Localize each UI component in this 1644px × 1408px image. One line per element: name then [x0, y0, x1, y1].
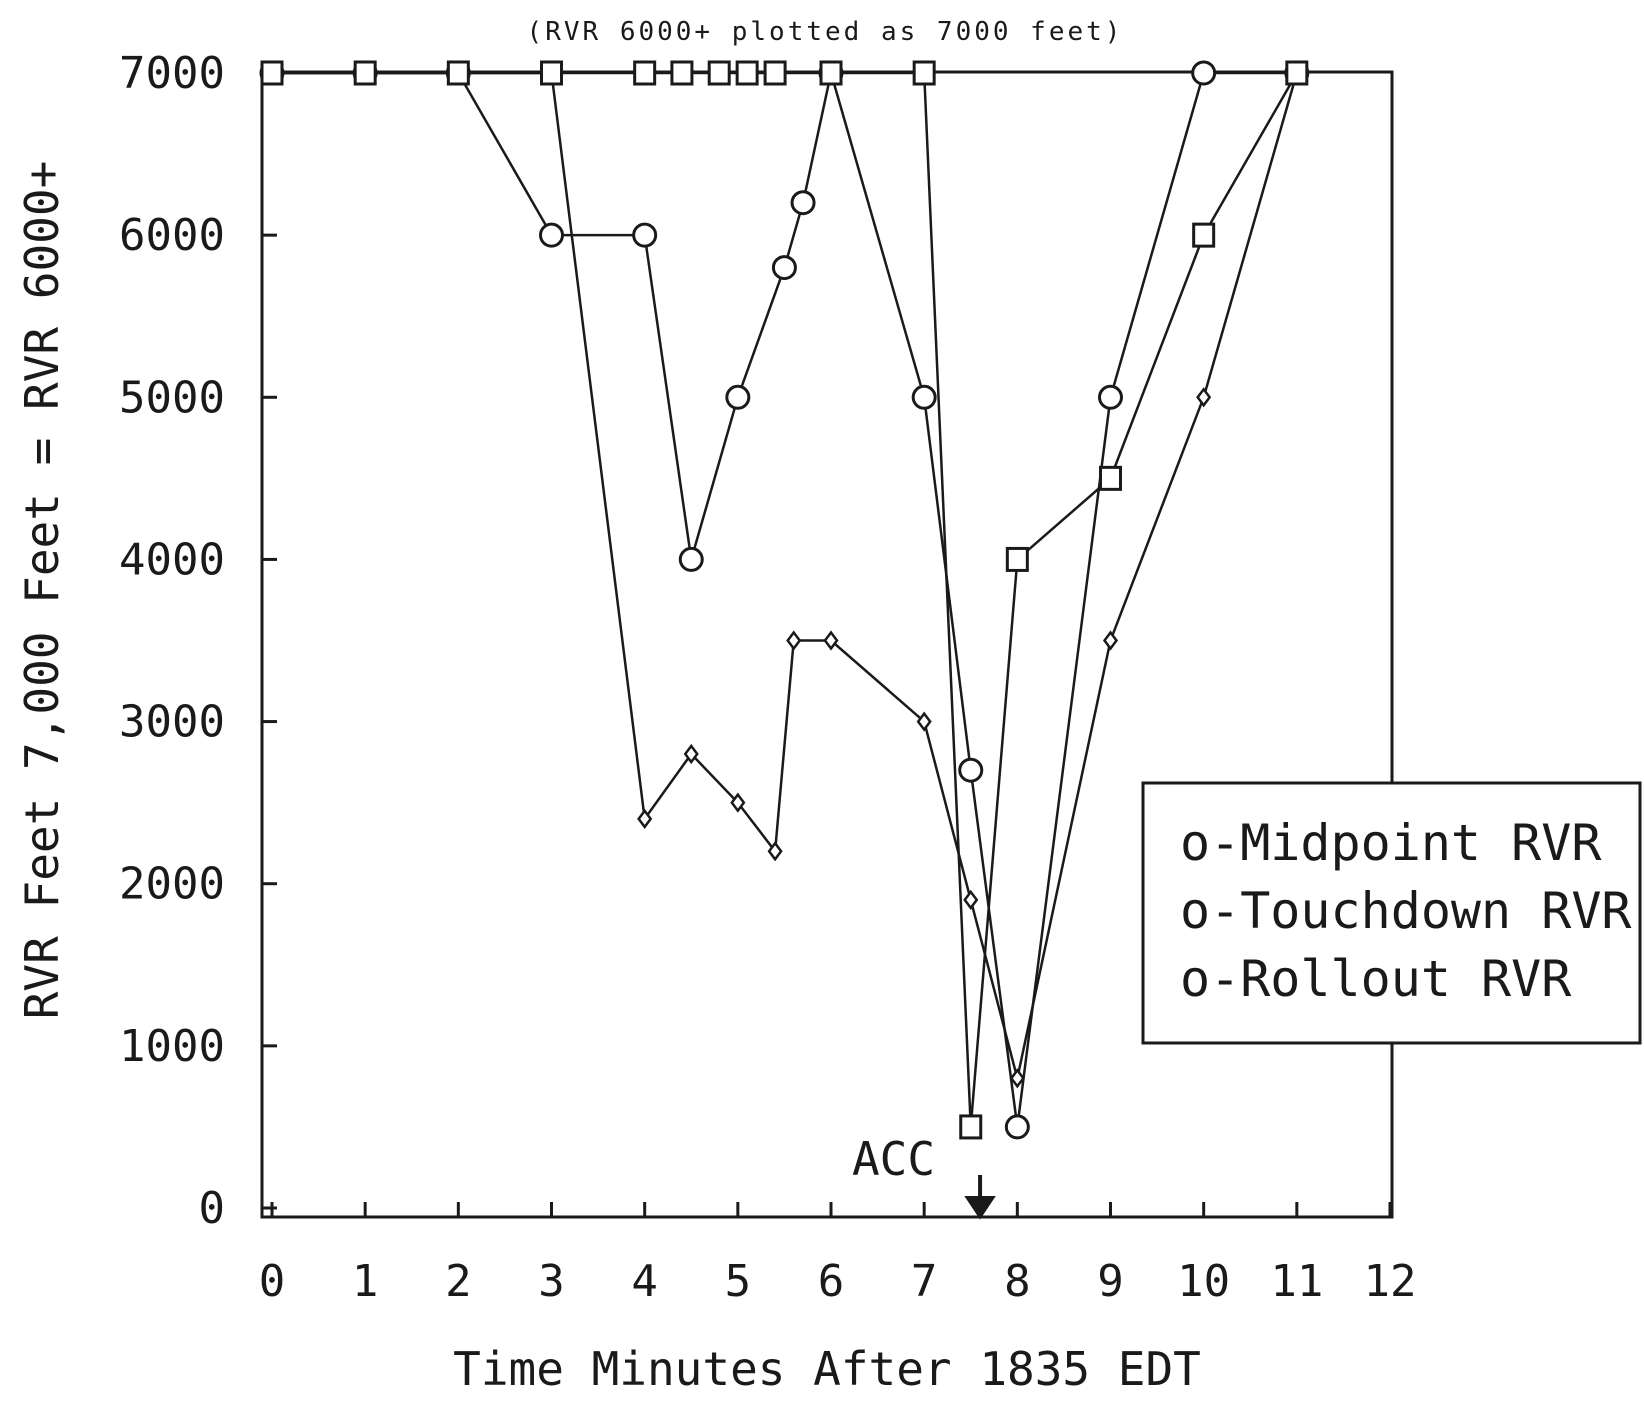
data-point-circle [790, 190, 816, 216]
data-point-square [819, 60, 843, 86]
series-line-circle [272, 71, 1297, 1128]
x-tick-label: 12 [1364, 1256, 1417, 1307]
series-layer [259, 60, 1310, 1140]
acc-label: ACC [852, 1132, 935, 1186]
series-line-square [272, 71, 1298, 1128]
data-point-diamond [637, 808, 653, 829]
y-tick-label: 3000 [119, 697, 225, 748]
data-point-square [260, 60, 284, 86]
data-point-square [633, 60, 657, 86]
x-tick-label: 3 [538, 1256, 565, 1307]
x-tick-label: 4 [631, 1256, 658, 1307]
y-tick-label: 1000 [119, 1021, 225, 1072]
data-point-diamond [730, 792, 746, 813]
legend-item-touchdown: o-Touchdown RVR [1180, 882, 1632, 940]
y-tick-label: 0 [199, 1183, 226, 1234]
x-tick-label: 9 [1097, 1256, 1124, 1307]
data-point-diamond [683, 743, 699, 765]
data-point-square [1285, 60, 1309, 86]
y-tick-label: 5000 [119, 372, 225, 423]
data-point-diamond [767, 841, 783, 862]
data-point-circle [725, 384, 751, 410]
data-point-circle [1004, 1114, 1030, 1140]
x-tick-label: 5 [725, 1256, 752, 1307]
data-point-circle [539, 222, 564, 248]
data-point-square [1192, 222, 1216, 248]
x-tick-label: 1 [352, 1256, 379, 1307]
data-point-circle [632, 222, 658, 248]
data-point-circle [958, 757, 984, 783]
data-point-diamond [916, 711, 932, 732]
y-axis-ticks: 0 1000 2000 3000 4000 5000 6000 7000 [119, 48, 277, 1234]
data-point-circle [678, 546, 704, 572]
x-axis-ticks: 0 1 2 3 4 5 6 7 8 9 10 11 12 [259, 1202, 1417, 1307]
acc-arrow-icon [964, 1175, 996, 1220]
y-tick-label: 4000 [119, 534, 225, 585]
x-tick-label: 0 [259, 1256, 286, 1307]
data-point-square [912, 60, 936, 86]
x-tick-label: 11 [1270, 1256, 1323, 1307]
legend-item-rollout: o-Rollout RVR [1180, 950, 1572, 1008]
data-point-square [707, 60, 731, 86]
data-point-square [670, 60, 694, 86]
x-tick-label: 10 [1177, 1256, 1230, 1307]
data-point-circle [1191, 60, 1217, 86]
data-point-square [763, 60, 787, 86]
data-point-square [735, 60, 759, 86]
data-point-circle [911, 384, 937, 410]
legend: o-Midpoint RVR o-Touchdown RVR o-Rollout… [1141, 781, 1642, 1045]
y-tick-label: 2000 [119, 859, 225, 910]
data-point-diamond [1102, 630, 1119, 651]
data-point-square [540, 60, 563, 86]
data-point-square [353, 60, 377, 86]
x-tick-label: 7 [911, 1256, 938, 1307]
x-axis-title: Time Minutes After 1835 EDT [453, 1342, 1201, 1396]
legend-box [1141, 781, 1642, 1045]
data-point-square [959, 1114, 983, 1140]
y-tick-label: 7000 [119, 48, 225, 99]
x-tick-label: 6 [818, 1256, 845, 1307]
data-point-square [1005, 546, 1029, 572]
x-tick-label: 2 [445, 1256, 472, 1307]
data-point-diamond [1009, 1068, 1025, 1089]
acc-event-marker: ACC [852, 1132, 996, 1220]
legend-item-midpoint: o-Midpoint RVR [1180, 814, 1602, 872]
data-point-circle [1098, 384, 1123, 410]
data-point-diamond [963, 889, 979, 911]
chart-annotation: (RVR 6000+ plotted as 7000 feet) [527, 17, 1124, 47]
data-point-diamond [1196, 387, 1212, 408]
data-point-diamond [823, 630, 839, 651]
data-point-circle [771, 255, 797, 281]
data-point-diamond [786, 630, 802, 651]
data-point-square [1099, 465, 1122, 491]
data-point-square [446, 60, 470, 86]
x-tick-label: 8 [1004, 1256, 1031, 1307]
y-axis-title: RVR Feet 7,000 Feet = RVR 6000+ [15, 161, 69, 1020]
y-tick-label: 6000 [119, 210, 225, 261]
